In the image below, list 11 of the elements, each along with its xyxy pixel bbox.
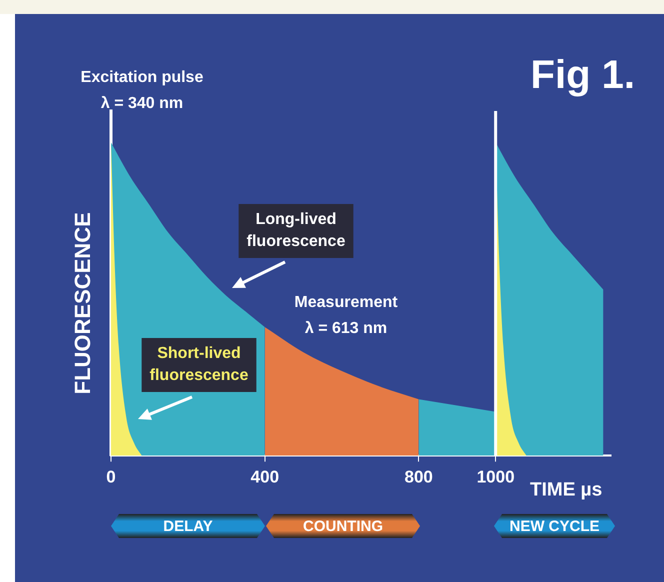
x-tick-label: 1000: [476, 467, 515, 486]
x-axis-title: TIME µs: [530, 480, 602, 501]
y-axis-title: FLUORESCENCE: [70, 212, 95, 394]
chart-title: Fig 1.: [530, 53, 635, 97]
x-tick-label: 800: [404, 467, 433, 486]
text: Excitation pulse λ = 340 nm: [80, 69, 204, 112]
x-tick-label: 0: [106, 467, 116, 486]
annotation: Short-lived fluorescence: [150, 345, 248, 384]
x-tick-label: 400: [250, 467, 280, 486]
annotation: Long-lived fluorescence: [246, 211, 346, 250]
annotation: Measurement λ = 613 nm: [294, 294, 398, 337]
